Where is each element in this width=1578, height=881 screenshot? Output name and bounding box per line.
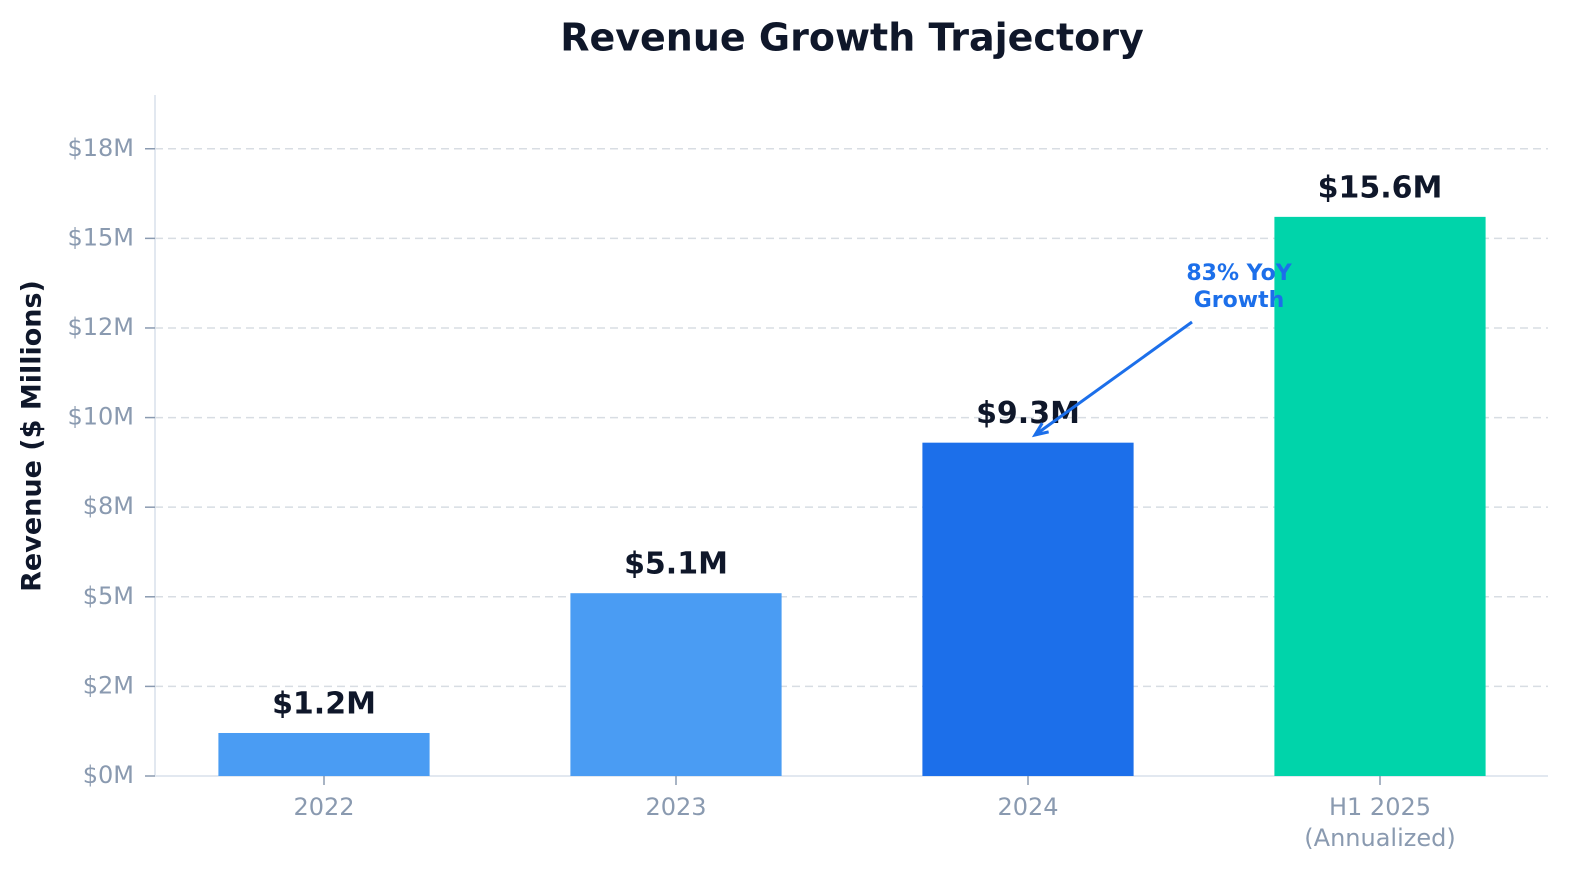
y-tick-label: $12M [67, 313, 134, 341]
bar [570, 593, 782, 776]
x-tick-label: H1 2025 (Annualized) [1304, 793, 1455, 852]
y-tick-label: $15M [67, 223, 134, 251]
chart-title: Revenue Growth Trajectory [560, 16, 1144, 60]
bar [922, 442, 1134, 776]
bar [1274, 216, 1486, 776]
value-label: $1.2M [272, 686, 376, 721]
x-tick-label: 2023 [645, 793, 706, 821]
y-tick-label: $8M [83, 492, 134, 520]
y-tick-label: $2M [83, 671, 134, 699]
y-tick-label: $18M [67, 134, 134, 162]
value-label: $15.6M [1318, 170, 1443, 205]
x-tick-label: 2022 [293, 793, 354, 821]
bar [218, 732, 430, 776]
y-tick-label: $0M [83, 761, 134, 789]
y-axis-label: Revenue ($ Millions) [17, 280, 48, 592]
annotation-arrow [1034, 320, 1193, 437]
y-tick-label: $5M [83, 582, 134, 610]
annotation: 83% YoY Growth [1186, 261, 1292, 313]
x-tick-label: 2024 [997, 793, 1058, 821]
annotation-arrowhead [1031, 422, 1049, 438]
y-tick-label: $10M [67, 403, 134, 431]
value-label: $5.1M [624, 547, 728, 582]
